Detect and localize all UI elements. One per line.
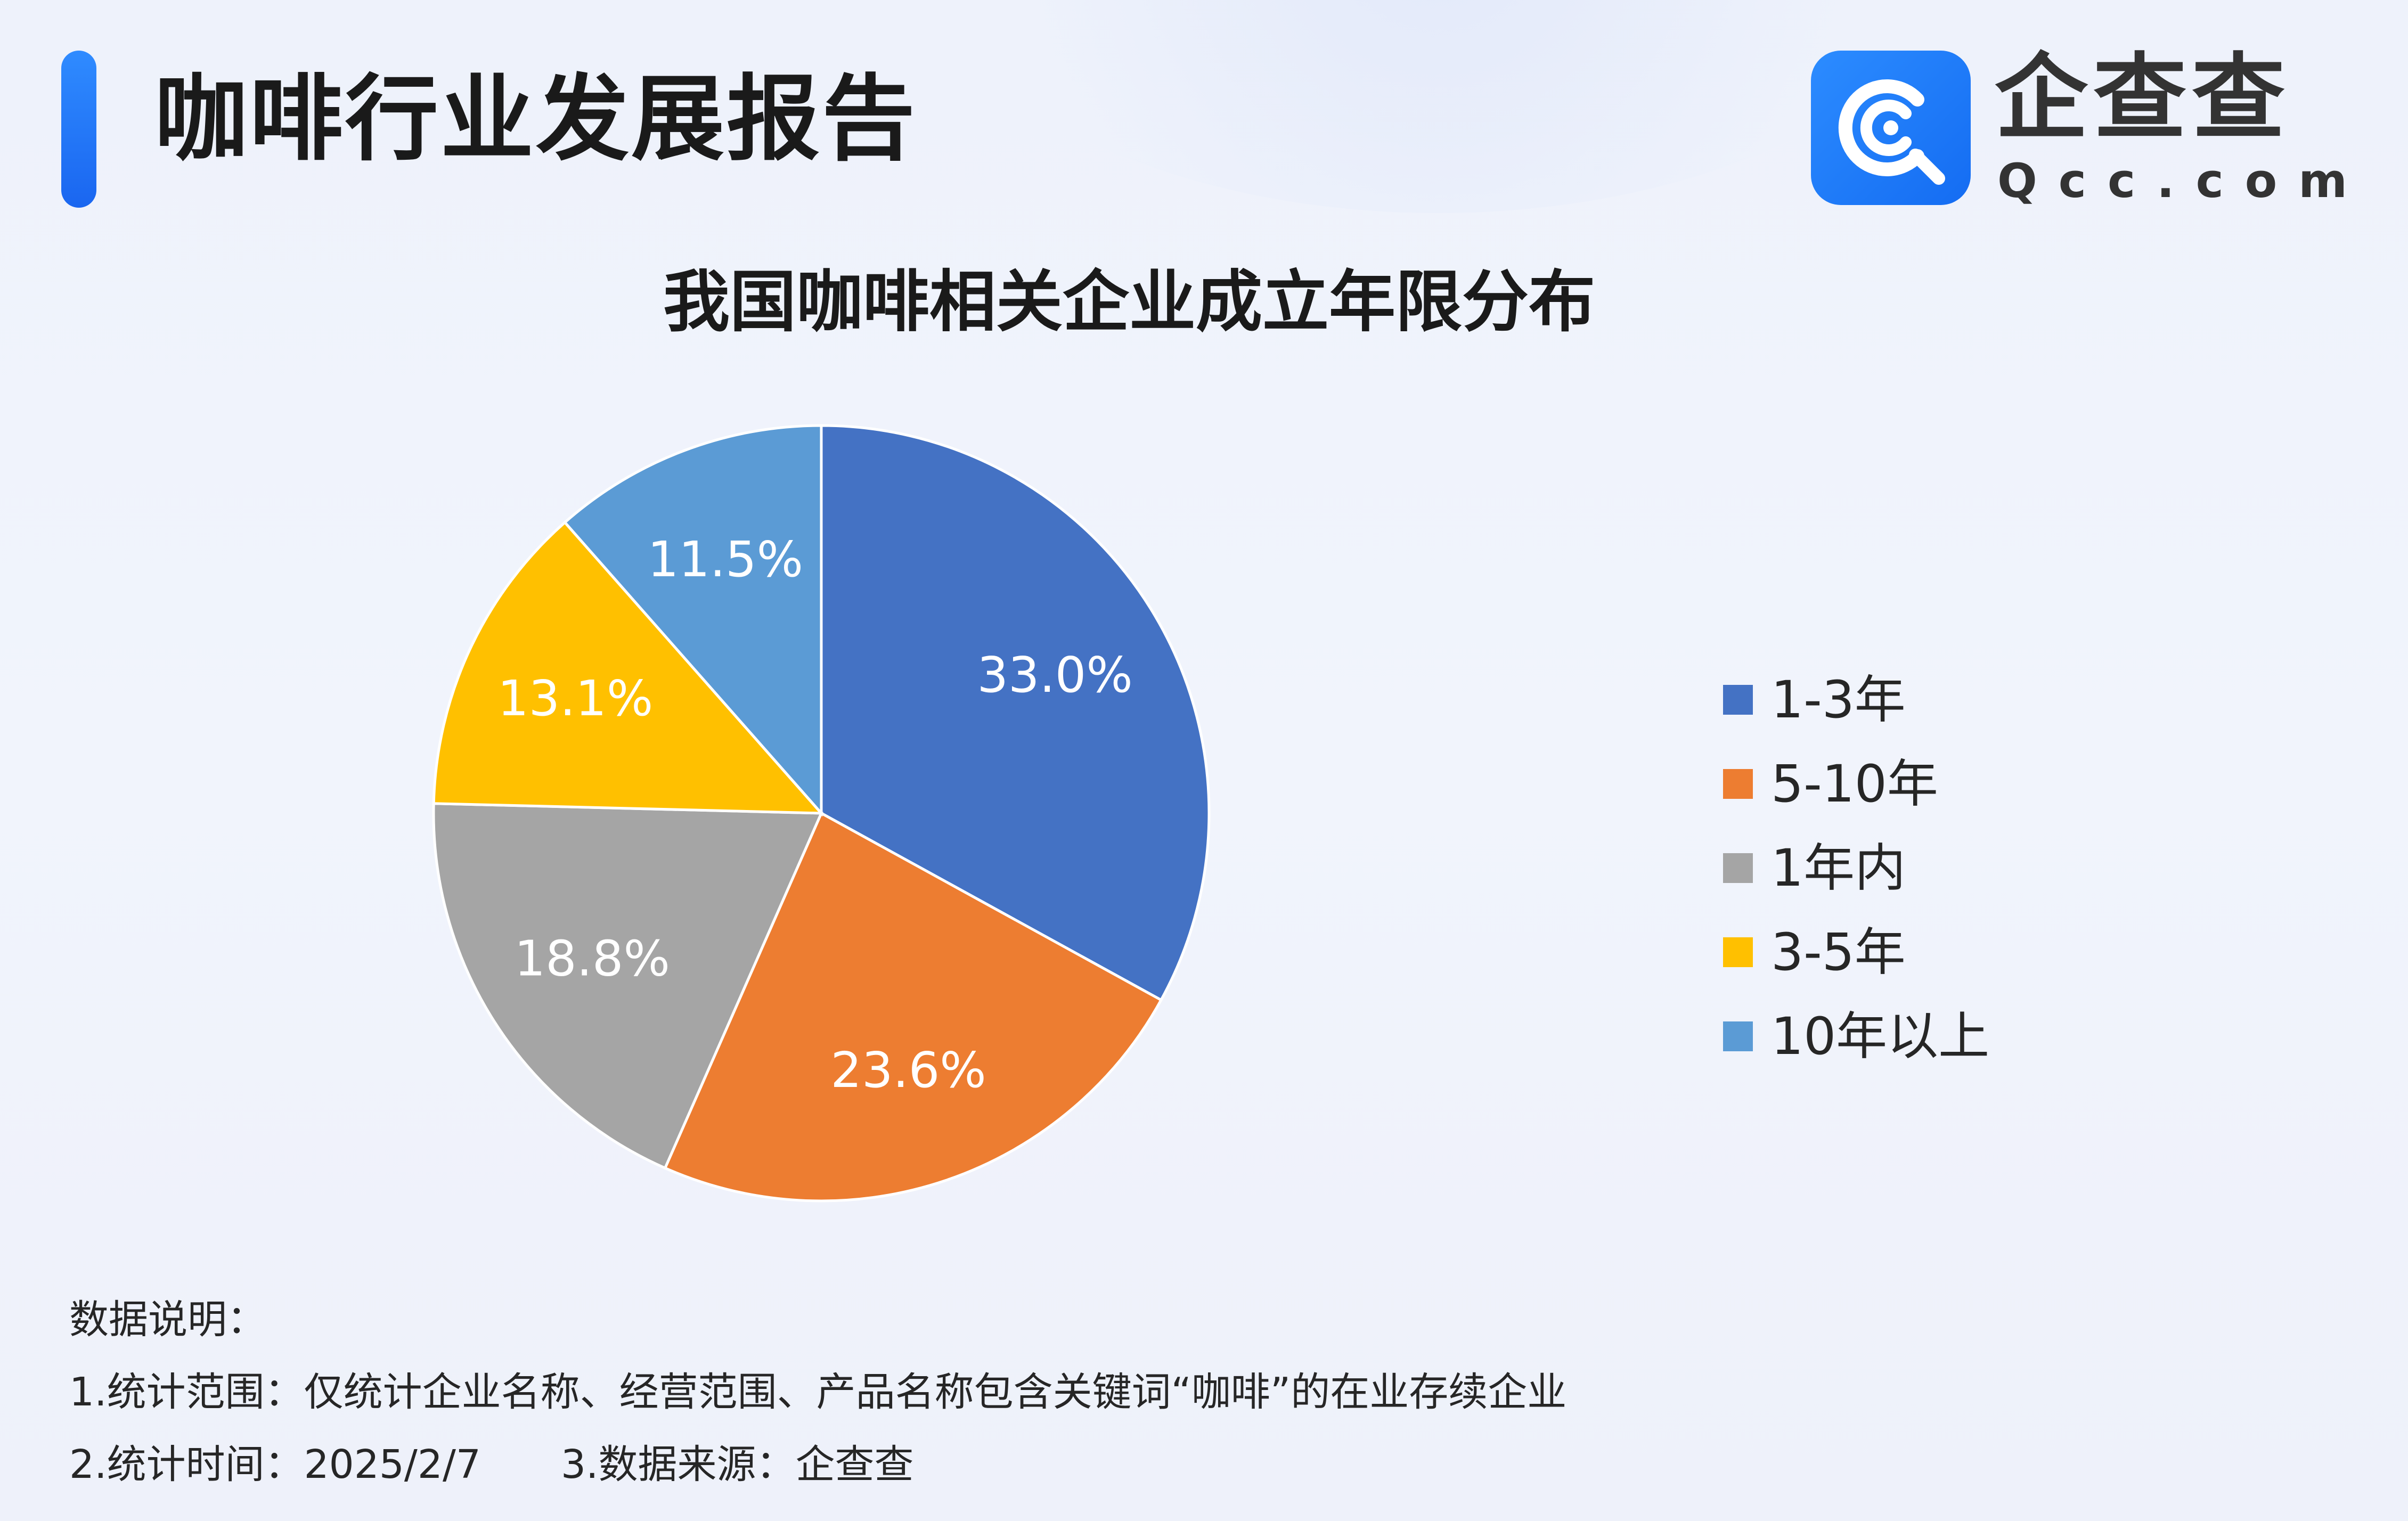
legend-item-3: 3-5年 bbox=[1723, 910, 1989, 994]
chart-title: 我国咖啡相关企业成立年限分布 bbox=[663, 264, 1595, 341]
notes-time-source: 2.统计时间：2025/2/7 3.数据来源：企查查 bbox=[69, 1428, 1566, 1501]
legend-label: 10年以上 bbox=[1771, 1007, 1990, 1066]
legend-item-1: 5-10年 bbox=[1723, 742, 1989, 826]
legend-swatch bbox=[1723, 769, 1753, 799]
chart-legend: 1-3年 5-10年 1年内 3-5年 10年以上 bbox=[1723, 658, 1989, 1078]
logo-wordmark: 企查查 bbox=[1995, 44, 2290, 152]
page-title: 咖啡行业发展报告 bbox=[154, 66, 917, 174]
pie-data-label-3: 13.1% bbox=[497, 670, 653, 727]
pie-slice-4 bbox=[563, 424, 823, 817]
logo-domain: Qcc.com bbox=[1997, 153, 2369, 208]
legend-swatch bbox=[1723, 853, 1753, 883]
legend-label: 3-5年 bbox=[1771, 922, 1906, 982]
qcc-logo-icon bbox=[1811, 51, 1971, 205]
pie-data-label-1: 23.6% bbox=[830, 1042, 986, 1099]
legend-item-2: 1年内 bbox=[1723, 826, 1989, 910]
legend-label: 5-10年 bbox=[1771, 754, 1938, 814]
legend-label: 1-3年 bbox=[1771, 670, 1906, 730]
title-accent-bar bbox=[61, 51, 96, 208]
qcc-logo: 企查查 Qcc.com bbox=[1811, 45, 2347, 210]
legend-swatch bbox=[1723, 937, 1753, 967]
notes-heading: 数据说明： bbox=[69, 1297, 266, 1343]
pie-data-label-0: 33.0% bbox=[977, 647, 1133, 704]
pie-slice-1 bbox=[663, 811, 1163, 1203]
pie-data-label-4: 11.5% bbox=[648, 531, 803, 588]
pie-slice-0 bbox=[820, 424, 1211, 1002]
pie-slice-3 bbox=[432, 520, 825, 815]
pie-slice-2 bbox=[432, 802, 823, 1170]
notes-scope: 1.统计范围：仅统计企业名称、经营范围、产品名称包含关键词“咖啡”的在业存续企业 bbox=[69, 1369, 1567, 1415]
pie-data-label-2: 18.8% bbox=[515, 930, 670, 987]
notes-source: 3.数据来源：企查查 bbox=[560, 1442, 914, 1487]
legend-label: 1年内 bbox=[1771, 838, 1906, 898]
legend-swatch bbox=[1723, 685, 1753, 715]
data-notes: 数据说明： 1.统计范围：仅统计企业名称、经营范围、产品名称包含关键词“咖啡”的… bbox=[69, 1283, 1566, 1501]
legend-swatch bbox=[1723, 1021, 1753, 1051]
legend-item-4: 10年以上 bbox=[1723, 994, 1989, 1078]
legend-item-0: 1-3年 bbox=[1723, 658, 1989, 742]
notes-time: 2.统计时间：2025/2/7 bbox=[69, 1442, 481, 1487]
